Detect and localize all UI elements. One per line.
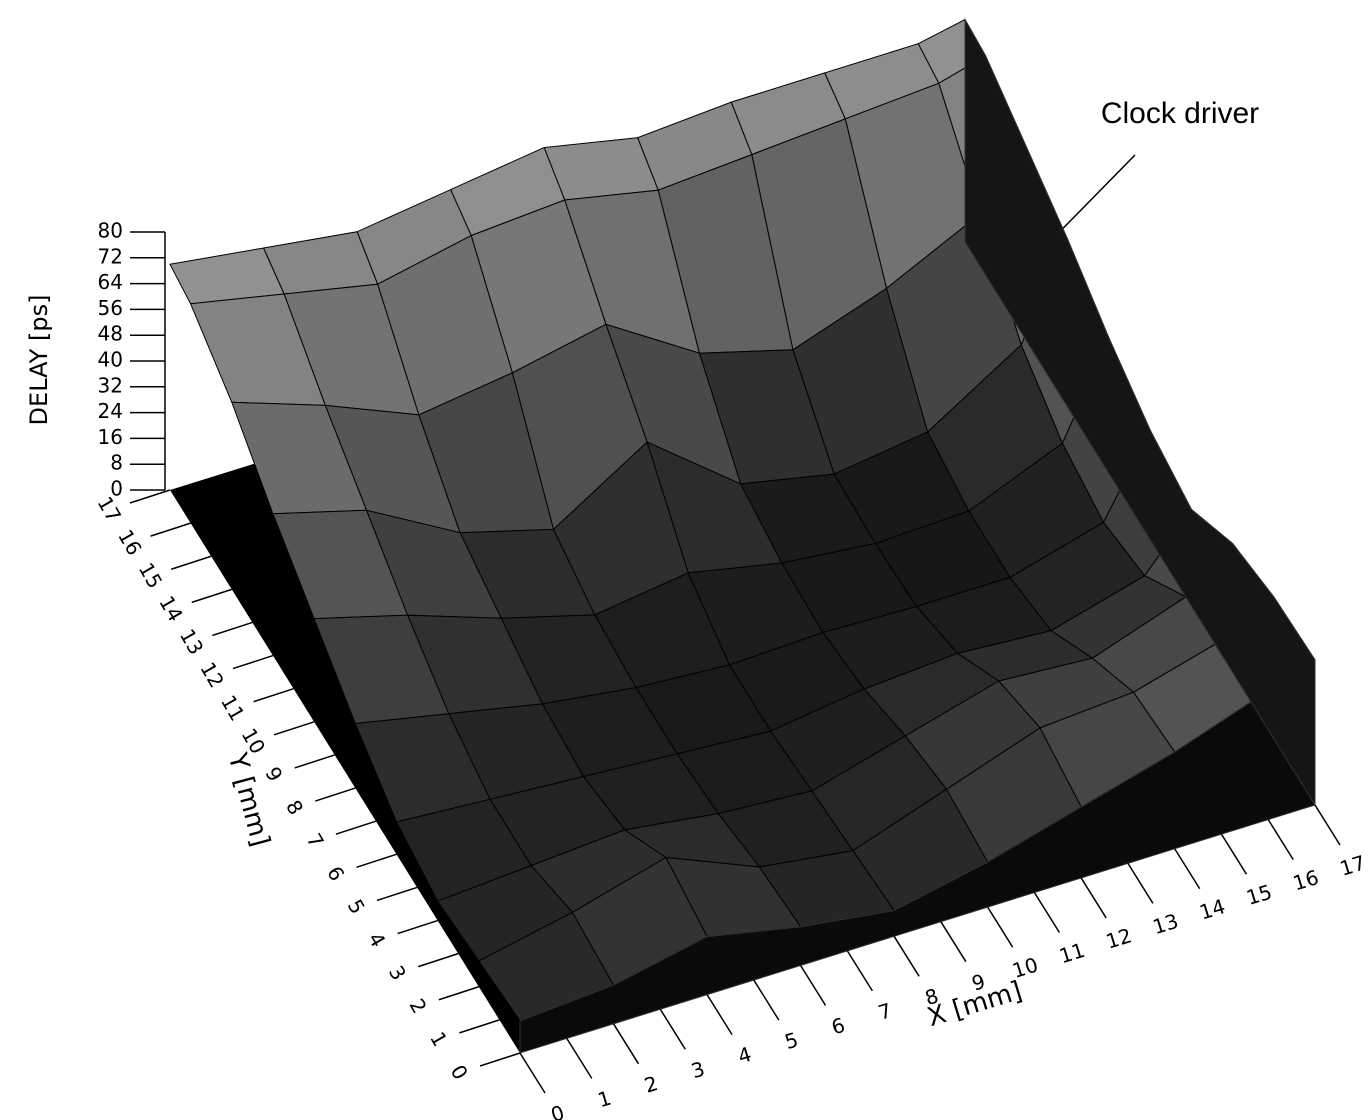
x-tick: [894, 936, 919, 976]
x-tick-label: 14: [1197, 894, 1228, 924]
x-tick: [801, 965, 826, 1005]
x-tick-label: 11: [1056, 938, 1087, 968]
x-tick: [941, 922, 966, 962]
x-tick-label: 4: [735, 1042, 754, 1069]
y-tick-label: 7: [302, 829, 329, 852]
z-tick-label: 24: [98, 399, 123, 423]
x-tick: [1128, 863, 1153, 903]
x-tick-label: 16: [1290, 865, 1321, 895]
z-tick-label: 16: [98, 425, 123, 449]
y-tick-label: 5: [343, 895, 370, 918]
y-tick: [151, 523, 191, 536]
y-tick: [418, 954, 458, 967]
y-tick: [212, 622, 252, 635]
x-tick-label: 5: [782, 1027, 801, 1054]
x-tick: [520, 1053, 545, 1093]
y-tick-label: 11: [216, 691, 250, 725]
x-tick-label: 17: [1337, 850, 1368, 880]
z-tick-label: 40: [98, 348, 123, 372]
x-tick: [847, 951, 872, 991]
y-tick: [377, 887, 417, 900]
y-tick-label: 8: [281, 796, 308, 819]
z-tick-label: 8: [110, 451, 123, 475]
x-tick-label: 7: [875, 998, 894, 1025]
x-tick: [660, 1009, 685, 1049]
y-tick: [398, 921, 438, 934]
x-tick: [1175, 849, 1200, 889]
y-tick-label: 14: [154, 592, 188, 626]
x-tick: [707, 995, 732, 1035]
x-tick: [1221, 834, 1246, 874]
x-tick-label: 10: [1009, 952, 1040, 982]
x-tick-label: 15: [1243, 880, 1274, 910]
x-tick-label: 13: [1150, 909, 1181, 939]
y-tick-label: 2: [405, 995, 432, 1018]
y-tick: [295, 755, 335, 768]
y-tick-label: 16: [113, 525, 147, 559]
y-tick: [480, 1053, 520, 1066]
x-tick: [1315, 805, 1340, 845]
x-tick-label: 1: [595, 1086, 614, 1113]
y-tick: [233, 656, 273, 669]
x-tick: [567, 1038, 592, 1078]
surface-patch: [264, 232, 378, 294]
x-tick: [1034, 893, 1059, 933]
y-tick: [336, 821, 376, 834]
x-tick-label: 6: [829, 1013, 848, 1040]
y-tick-label: 15: [134, 558, 168, 592]
z-tick-label: 32: [98, 373, 123, 397]
y-tick: [171, 556, 211, 569]
y-tick-label: 13: [175, 625, 209, 659]
y-tick-label: 4: [363, 928, 390, 951]
z-axis-title: DELAY [ps]: [25, 295, 53, 426]
y-tick-label: 3: [384, 961, 411, 984]
y-tick-label: 0: [446, 1061, 473, 1084]
y-tick: [254, 689, 294, 702]
x-tick: [754, 980, 779, 1020]
z-tick-label: 72: [98, 244, 123, 268]
x-tick: [1268, 820, 1293, 860]
y-tick-label: 6: [322, 862, 349, 885]
y-tick: [130, 490, 170, 503]
y-axis-title: Y [mm]: [221, 749, 275, 850]
z-tick-label: 48: [98, 322, 123, 346]
y-tick: [356, 854, 396, 867]
x-tick-label: 3: [688, 1056, 707, 1083]
y-tick: [274, 722, 314, 735]
z-tick-label: 64: [98, 270, 123, 294]
y-tick-label: 9: [260, 763, 287, 786]
z-tick-label: 80: [98, 219, 123, 243]
annotation: Clock driver: [1101, 97, 1259, 130]
y-tick-label: 12: [195, 658, 229, 692]
x-tick-label: 2: [641, 1071, 660, 1098]
x-tick-label: 12: [1103, 923, 1134, 953]
z-tick-label: 56: [98, 296, 123, 320]
y-tick: [315, 788, 355, 801]
x-tick: [1081, 878, 1106, 918]
chart: Clock driver DELAY [ps] Y [mm] X [mm] 08…: [0, 0, 1371, 1120]
y-tick-label: 1: [425, 1028, 452, 1051]
x-tick: [614, 1024, 639, 1064]
x-tick-label: 0: [548, 1100, 567, 1120]
y-tick: [439, 987, 479, 1000]
x-tick: [988, 907, 1013, 947]
y-tick: [459, 1020, 499, 1033]
y-tick: [192, 589, 232, 602]
